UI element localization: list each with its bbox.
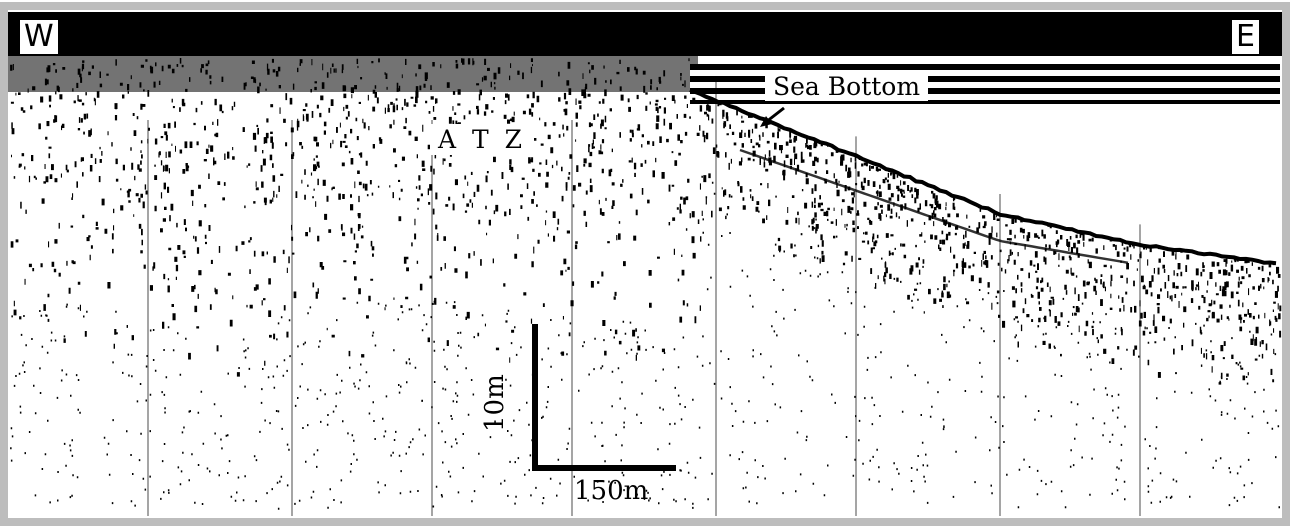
east-label: E xyxy=(1232,20,1259,54)
scale-bar xyxy=(532,324,676,471)
surface-bands xyxy=(8,12,1282,104)
acoustic-speckle xyxy=(8,52,1282,510)
sea-bottom-arrow xyxy=(760,106,785,127)
scale-vertical-label: 10m xyxy=(480,374,510,432)
scale-horizontal-label: 150m xyxy=(574,476,649,506)
west-label: W xyxy=(20,20,58,54)
water-column xyxy=(690,70,1280,264)
sea-bottom-reflector xyxy=(689,88,1277,266)
sea-bottom-label: Sea Bottom xyxy=(765,72,929,101)
fix-mark-lines xyxy=(147,80,1141,516)
atz-label: A T Z xyxy=(430,124,534,155)
